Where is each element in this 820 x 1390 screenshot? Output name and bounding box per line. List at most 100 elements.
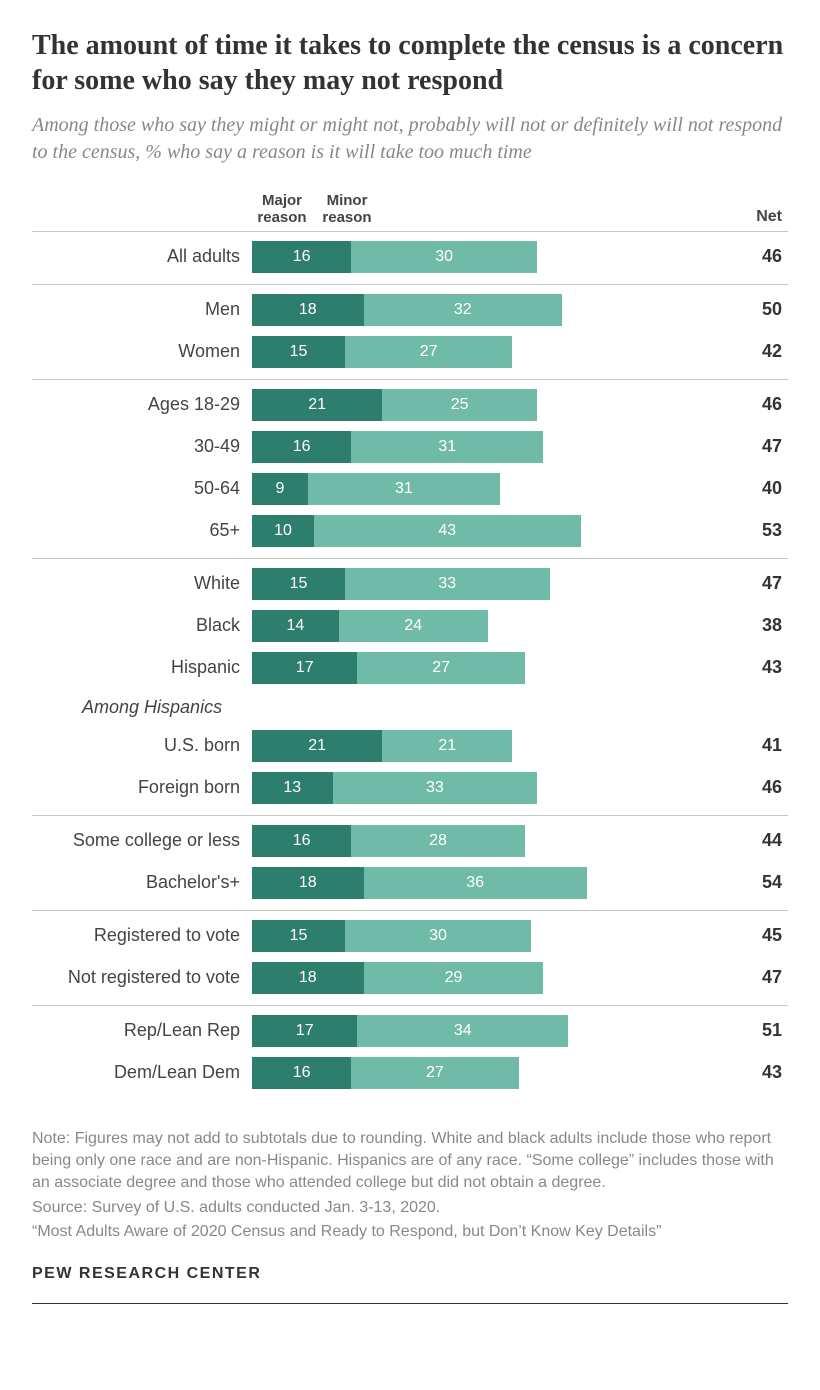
net-value: 38: [728, 615, 788, 636]
table-row: Women152742: [32, 331, 788, 373]
row-group: Among HispanicsU.S. born212141Foreign bo…: [32, 691, 788, 809]
bar-minor: 43: [314, 515, 581, 547]
row-label: Dem/Lean Dem: [32, 1062, 252, 1083]
source-text: Source: Survey of U.S. adults conducted …: [32, 1197, 788, 1219]
column-headers: Major reason Minor reason Net: [32, 192, 788, 227]
net-value: 47: [728, 436, 788, 457]
net-value: 53: [728, 520, 788, 541]
net-value: 43: [728, 657, 788, 678]
table-row: Bachelor's+183654: [32, 862, 788, 904]
table-row: U.S. born212141: [32, 725, 788, 767]
bar-area: 1527: [252, 331, 728, 373]
bar-area: 1627: [252, 1052, 728, 1094]
table-row: 30-49163147: [32, 426, 788, 468]
row-group: Registered to vote1530 45 Not registered t…: [32, 910, 788, 999]
bar-minor: 24: [339, 610, 488, 642]
net-value: 47: [728, 967, 788, 988]
subheading-row: Among Hispanics: [32, 691, 788, 725]
table-row: Foreign born133346: [32, 767, 788, 809]
net-value: 54: [728, 872, 788, 893]
bar-minor: 34: [357, 1015, 568, 1047]
row-label: Some college or less: [32, 830, 252, 851]
bar-minor: 27: [345, 336, 512, 368]
bar-major: 16: [252, 431, 351, 463]
bar-major: 17: [252, 652, 357, 684]
bar-major: 16: [252, 825, 351, 857]
bottom-rule: [32, 1303, 788, 1304]
reference-text: “Most Adults Aware of 2020 Census and Re…: [32, 1221, 788, 1243]
bar-area: 1829: [252, 957, 728, 999]
row-label: Not registered to vote: [32, 967, 252, 988]
bar-minor: 33: [333, 772, 538, 804]
row-label: U.S. born: [32, 735, 252, 756]
row-label: Foreign born: [32, 777, 252, 798]
bar-area: 1628: [252, 820, 728, 862]
row-label: Men: [32, 299, 252, 320]
row-label: Women: [32, 341, 252, 362]
net-value: 40: [728, 478, 788, 499]
row-group: All adults1630 46: [32, 231, 788, 278]
bar-area: 2121: [252, 725, 728, 767]
row-group: Rep/Lean Rep173451Dem/Lean Dem162743: [32, 1005, 788, 1094]
bar-area: 1424: [252, 605, 728, 647]
bar-major: 18: [252, 294, 364, 326]
row-label: White: [32, 573, 252, 594]
net-value: 50: [728, 299, 788, 320]
bar-major: 14: [252, 610, 339, 642]
net-value: 46: [728, 246, 788, 267]
bar-major: 16: [252, 241, 351, 273]
bar-minor: 27: [351, 1057, 518, 1089]
row-group: Ages 18-292125 46 30-49163147 50-64931 40 65+…: [32, 379, 788, 552]
bar-minor: 29: [364, 962, 544, 994]
net-value: 47: [728, 573, 788, 594]
bar-major: 16: [252, 1057, 351, 1089]
bar-minor: 30: [351, 241, 537, 273]
table-row: Not registered to vote182947: [32, 957, 788, 999]
row-label: Ages 18-29: [32, 394, 252, 415]
bar-area: 1727: [252, 647, 728, 689]
row-label: Bachelor's+: [32, 872, 252, 893]
bar-major: 18: [252, 867, 364, 899]
table-row: Some college or less162844: [32, 820, 788, 862]
row-group: Men1832 50 Women152742: [32, 284, 788, 373]
bar-major: 17: [252, 1015, 357, 1047]
bar-major: 21: [252, 389, 382, 421]
row-group: Some college or less162844 Bachelor's+183…: [32, 815, 788, 904]
bar-major: 13: [252, 772, 333, 804]
chart-body: All adults163046Men183250Women152742Ages…: [32, 231, 788, 1094]
header-net: Net: [728, 208, 788, 226]
row-label: Black: [32, 615, 252, 636]
subheading-label: Among Hispanics: [32, 691, 252, 725]
bar-minor: 31: [308, 473, 500, 505]
row-label: Rep/Lean Rep: [32, 1020, 252, 1041]
bar-major: 21: [252, 730, 382, 762]
chart-subtitle: Among those who say they might or might …: [32, 112, 788, 166]
bar-minor: 36: [364, 867, 587, 899]
table-row: 50-64931 40: [32, 468, 788, 510]
row-label: All adults: [32, 246, 252, 267]
row-group: White153347Black142438Hispanic172743: [32, 558, 788, 689]
net-value: 46: [728, 394, 788, 415]
row-label: 65+: [32, 520, 252, 541]
bar-area: 1533: [252, 563, 728, 605]
row-label: 50-64: [32, 478, 252, 499]
bar-minor: 21: [382, 730, 512, 762]
bar-area: 1836: [252, 862, 728, 904]
stacked-bar-chart: Major reason Minor reason Net All adults…: [32, 192, 788, 1094]
bar-area: 1333: [252, 767, 728, 809]
bar-minor: 32: [364, 294, 562, 326]
row-label: Registered to vote: [32, 925, 252, 946]
bar-major: 15: [252, 568, 345, 600]
bar-area: 1734: [252, 1010, 728, 1052]
table-row: Black142438: [32, 605, 788, 647]
net-value: 45: [728, 925, 788, 946]
net-value: 43: [728, 1062, 788, 1083]
bar-minor: 30: [345, 920, 531, 952]
pew-logo: PEW RESEARCH CENTER: [32, 1265, 788, 1283]
bar-minor: 25: [382, 389, 537, 421]
table-row: Hispanic172743: [32, 647, 788, 689]
bar-major: 9: [252, 473, 308, 505]
table-row: White153347: [32, 563, 788, 605]
bar-major: 18: [252, 962, 364, 994]
bar-major: 15: [252, 920, 345, 952]
